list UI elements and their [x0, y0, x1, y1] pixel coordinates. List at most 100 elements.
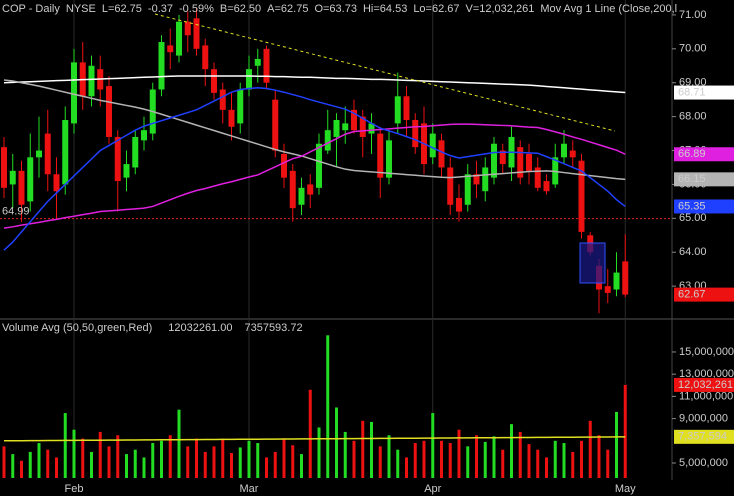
moving-average	[3, 87, 626, 251]
volume-bar	[11, 454, 15, 478]
candle-body	[517, 147, 524, 178]
value-box-label: 68.71	[678, 86, 706, 98]
moving-average	[3, 79, 626, 181]
volume-bar	[291, 445, 295, 478]
x-tick-label: Mar	[240, 483, 259, 495]
header-item: NYSE	[66, 3, 96, 15]
candle-body	[316, 143, 322, 188]
candle-body	[386, 140, 392, 178]
volume-bar	[107, 446, 111, 478]
volume-bar	[20, 460, 23, 478]
x-tick-label: May	[615, 483, 636, 495]
candle-body	[464, 174, 471, 205]
header-item: B=62.50	[220, 3, 261, 15]
header-item: COP - Daily	[2, 3, 60, 15]
volume-bar	[46, 449, 50, 478]
value-box-label: 7,357,594	[678, 431, 727, 443]
candle-body	[254, 58, 261, 66]
candle-body	[9, 170, 16, 185]
volume-bar	[90, 451, 93, 478]
candle-body	[27, 157, 34, 202]
highlight-box	[579, 242, 606, 284]
volume-bar	[413, 443, 417, 478]
value-box-label: 12,032,261	[678, 379, 733, 391]
volume-bar	[510, 424, 513, 478]
volume-bar	[492, 436, 496, 478]
volume-bar	[186, 446, 190, 478]
candle-body	[237, 89, 244, 124]
value-box	[674, 147, 734, 162]
candle-body	[351, 109, 357, 131]
volume-bar	[396, 449, 400, 478]
candle-body	[491, 143, 497, 178]
y-tick-label: 64.00	[679, 246, 707, 258]
volume-bar	[203, 451, 207, 478]
candle-body	[456, 197, 462, 212]
volume-bar	[238, 447, 242, 478]
candle-body	[298, 187, 305, 205]
volume-bar	[98, 431, 102, 478]
candle-body	[482, 167, 489, 192]
y-tick-label: 71.00	[679, 9, 707, 21]
candle-body	[193, 18, 200, 49]
volume-bar	[343, 431, 347, 478]
volume-bar	[308, 389, 312, 478]
volume-bar	[28, 451, 32, 478]
candle-body	[202, 45, 209, 70]
volume-bar	[168, 435, 172, 478]
volume-bar	[457, 429, 461, 478]
volume-readout: 7357593.72	[244, 322, 302, 334]
candle-body	[307, 184, 314, 195]
volume-bar	[81, 438, 85, 478]
volume-bar	[527, 444, 531, 478]
candle-body	[88, 65, 95, 97]
volume-bar	[256, 443, 260, 478]
volume-bar	[151, 443, 155, 478]
candle-body	[578, 160, 585, 232]
volume-bar	[300, 454, 303, 478]
volume-bar	[326, 335, 330, 478]
y-tick-label: 65.00	[679, 212, 707, 224]
volume-bar	[160, 440, 163, 478]
candle-body	[176, 21, 182, 56]
volume-bar	[317, 427, 321, 478]
candle-body	[324, 130, 331, 151]
volume-bar	[553, 440, 557, 478]
value-box	[674, 199, 734, 214]
candle-body	[429, 133, 436, 158]
candle-body	[447, 167, 454, 205]
volume-bar	[195, 438, 198, 478]
candle-body	[44, 133, 51, 175]
volume-bar	[536, 449, 540, 478]
volume-bar	[588, 420, 592, 478]
volume-bar	[230, 453, 233, 478]
volume-bar	[125, 454, 128, 478]
candle-body	[377, 133, 384, 178]
volume-bar	[440, 440, 443, 478]
moving-average	[3, 436, 626, 442]
candle-body	[342, 123, 349, 131]
volume-bar	[352, 440, 356, 478]
value-box-label: 62.67	[678, 289, 706, 301]
volume-bar	[37, 443, 41, 478]
volume-bar	[2, 446, 6, 478]
candle-body	[167, 45, 174, 53]
volume-bar	[335, 407, 338, 478]
y-tick-label: 68.00	[679, 111, 707, 123]
volume-bar	[378, 446, 382, 478]
candle-body	[141, 130, 147, 141]
volume-bar	[483, 441, 487, 478]
volume-bar	[518, 431, 522, 478]
candle-body	[473, 174, 480, 185]
candle-body	[613, 272, 620, 290]
candle-body	[526, 153, 532, 171]
value-box-label: 66.89	[678, 148, 706, 160]
value-box	[674, 287, 734, 302]
volume-tick-label: 5,000,000	[679, 457, 728, 469]
volume-bar	[580, 440, 583, 478]
volume-bar	[221, 438, 225, 478]
candle-body	[123, 164, 130, 178]
volume-bar	[623, 384, 627, 478]
header-item: Hi=64.53	[363, 3, 407, 15]
volume-bar	[615, 411, 618, 478]
